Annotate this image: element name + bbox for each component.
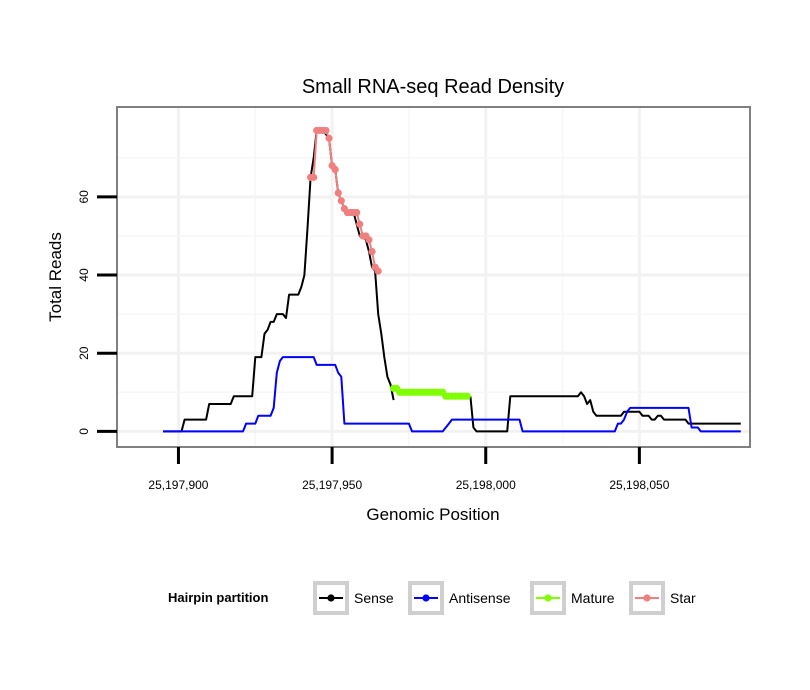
y-tick-label: 60	[77, 190, 91, 204]
legend-key-antisense	[408, 581, 444, 615]
star-data-point	[365, 236, 373, 244]
x-tick-label: 25,197,950	[302, 478, 362, 492]
star-data-point	[337, 197, 345, 205]
x-tick-label: 25,198,050	[609, 478, 669, 492]
y-axis-title: Total Reads	[46, 232, 65, 322]
star-data-point	[310, 173, 318, 181]
x-tick-label: 25,197,900	[148, 478, 208, 492]
star-data-point	[353, 208, 361, 217]
star-data-point	[331, 165, 339, 174]
star-data-point	[334, 189, 342, 197]
x-tick-label: 25,198,000	[456, 478, 516, 492]
axes: 25,197,900 25,197,950 25,198,000 25,198,050…	[77, 190, 670, 492]
x-axis-title: Genomic Position	[366, 505, 499, 524]
legend-dot-star	[643, 594, 651, 602]
mature-data-point	[463, 392, 471, 400]
legend-label-star: Star	[670, 590, 696, 606]
y-tick-label: 0	[77, 428, 91, 435]
plot-border	[116, 106, 751, 448]
star-data-point	[368, 247, 376, 256]
series-layer	[163, 126, 741, 433]
chart-title: Small RNA-seq Read Density	[302, 76, 564, 98]
star-data-point	[322, 126, 330, 135]
sense-series-line	[469, 391, 741, 433]
legend-label-sense: Sense	[354, 590, 394, 606]
legend-label-antisense: Antisense	[449, 590, 511, 606]
legend-dot-mature	[544, 594, 552, 602]
star-data-point	[356, 220, 364, 228]
legend-label-mature: Mature	[571, 590, 615, 606]
star-data-point	[374, 267, 382, 275]
legend-title: Hairpin partition	[168, 590, 268, 605]
legend-dot-antisense	[422, 594, 430, 602]
legend-dot-sense	[327, 594, 335, 602]
y-tick-label: 40	[77, 268, 91, 282]
antisense-series-line	[163, 356, 741, 433]
star-data-point	[325, 134, 333, 142]
legend: Hairpin partition Sense Antisense Mature St…	[168, 581, 696, 615]
y-tick-label: 20	[77, 346, 91, 360]
